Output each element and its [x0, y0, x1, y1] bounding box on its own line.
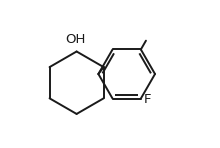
Text: F: F	[143, 93, 151, 106]
Text: OH: OH	[65, 33, 85, 46]
